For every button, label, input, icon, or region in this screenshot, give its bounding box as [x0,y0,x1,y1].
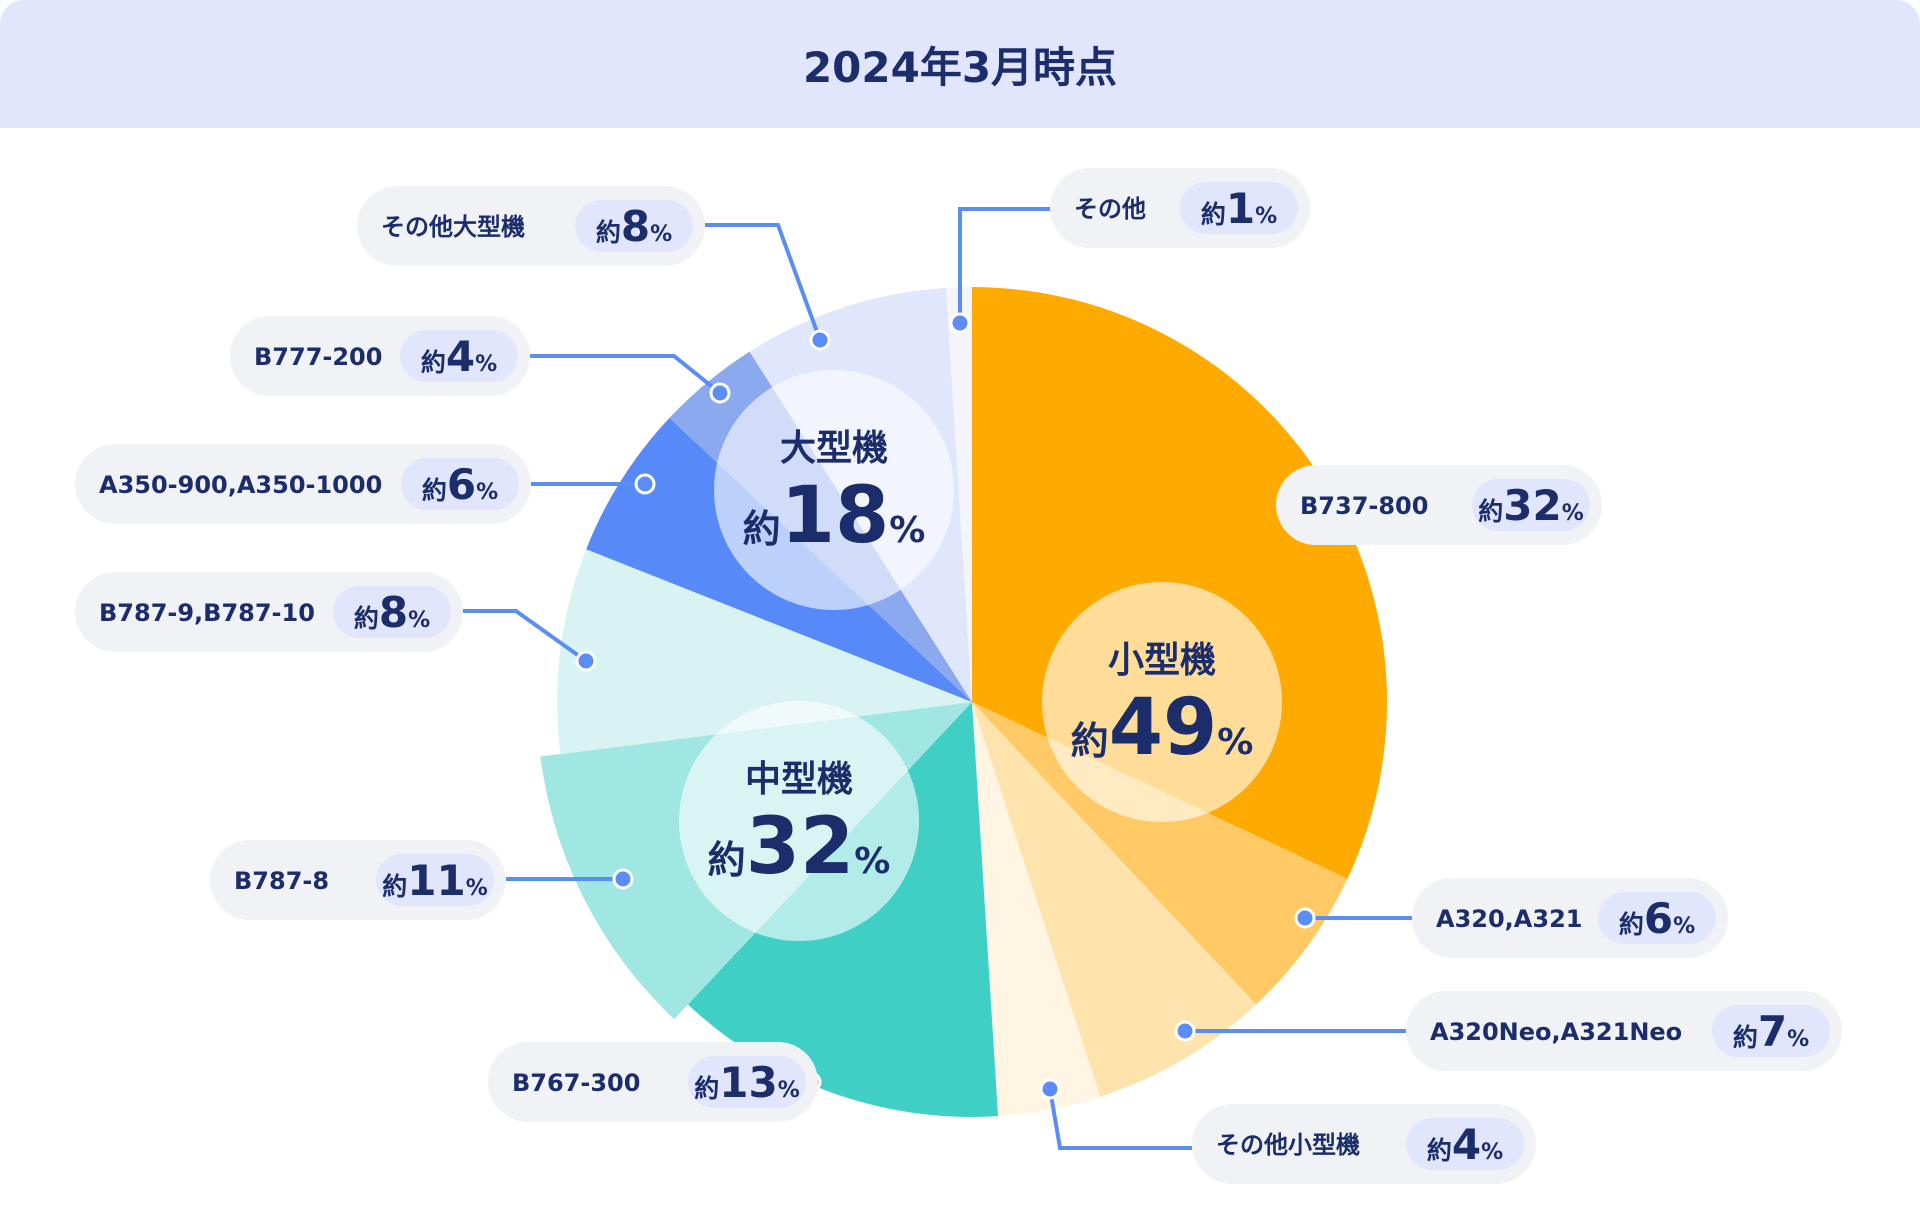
leader-dot-7 [575,650,597,672]
slice-value: 約6% [1619,894,1695,943]
slice-value: 約7% [1733,1007,1809,1056]
label-value-badge [400,330,518,382]
slice-value: 約1% [1201,184,1277,233]
pie-slice-2 [972,702,1348,1005]
pie-slice-4 [972,702,1101,1117]
slice-name: B787-8 [234,867,329,895]
group-circle [679,701,919,941]
group-value: 約32% [708,802,891,892]
slice-label-3: A320Neo,A321Neo 約7% [1406,991,1842,1071]
slice-label-6: B787-8 約11% [210,840,506,920]
group-name: 大型機 [780,428,888,469]
group-name: 小型機 [1108,640,1216,681]
pie-slice-3 [972,702,1257,1097]
label-value-badge [1712,1005,1830,1057]
slice-name: B767-300 [512,1069,640,1097]
slice-label-11: その他 約1% [1050,168,1310,248]
slice-label-10: その他大型機 約8% [357,186,705,266]
leader-dot-8 [634,473,656,495]
slice-name: B787-9,B787-10 [99,599,315,627]
slice-name: その他大型機 [381,213,525,241]
group-name: 中型機 [745,759,853,800]
leader-line-4 [1048,1088,1192,1150]
leader-dot-4 [1039,1078,1061,1100]
slice-name: A350-900,A350-1000 [99,471,382,499]
slice-value: 約8% [596,202,672,251]
group-circle [714,370,954,610]
label-value-badge [1598,892,1716,944]
slice-name: B737-800 [1300,492,1428,520]
leader-dot-10 [809,329,831,351]
slice-value: 約11% [382,856,488,905]
slice-label-5: B767-300 約13% [488,1042,818,1122]
leader-dot-2 [1294,907,1316,929]
group-value: 約49% [1071,683,1254,773]
slice-name: A320Neo,A321Neo [1430,1018,1682,1046]
slice-value: 約32% [1478,481,1584,530]
label-value-badge [1406,1118,1524,1170]
slice-name: A320,A321 [1436,905,1582,933]
slice-name: その他 [1074,195,1146,223]
label-value-badge [401,458,519,510]
leader-line-11 [958,207,1050,323]
slice-labels: B737-800 約32% A320,A321 約6% A320Neo,A321Neo 約… [75,168,1842,1184]
slice-value: 約4% [421,332,497,381]
leader-line-7 [463,609,588,663]
leader-dot-9 [709,382,731,404]
leader-line-10 [705,223,822,341]
leader-dot-3 [1174,1020,1196,1042]
pie-slice-11 [945,287,972,702]
group-circle [1042,582,1282,822]
leader-line-9 [530,354,722,395]
slice-label-8: A350-900,A350-1000 約6% [75,444,531,524]
slice-label-9: B777-200 約4% [230,316,530,396]
slice-name: その他小型機 [1216,1131,1360,1159]
slice-label-2: A320,A321 約6% [1412,878,1728,958]
slice-label-7: B787-9,B787-10 約8% [75,572,463,652]
slice-value: 約4% [1427,1120,1503,1169]
chart-title: 2024年3月時点 [802,42,1118,92]
label-value-badge [1180,182,1298,234]
slice-name: B777-200 [254,343,382,371]
slice-value: 約8% [354,588,430,637]
label-value-badge [688,1056,806,1108]
leader-dot-11 [949,312,971,334]
slice-value: 約6% [422,460,498,509]
group-value: 約18% [743,471,926,561]
label-value-badge [376,854,494,906]
label-value-badge [1472,479,1590,531]
slice-label-1: B737-800 約32% [1276,465,1602,545]
chart-header: 2024年3月時点 [0,0,1920,128]
slice-label-4: その他小型機 約4% [1192,1104,1536,1184]
label-value-badge [333,586,451,638]
leader-dot-6 [612,868,634,890]
slice-value: 約13% [694,1058,800,1107]
label-value-badge [575,200,693,252]
pie-slice-7 [556,549,972,755]
